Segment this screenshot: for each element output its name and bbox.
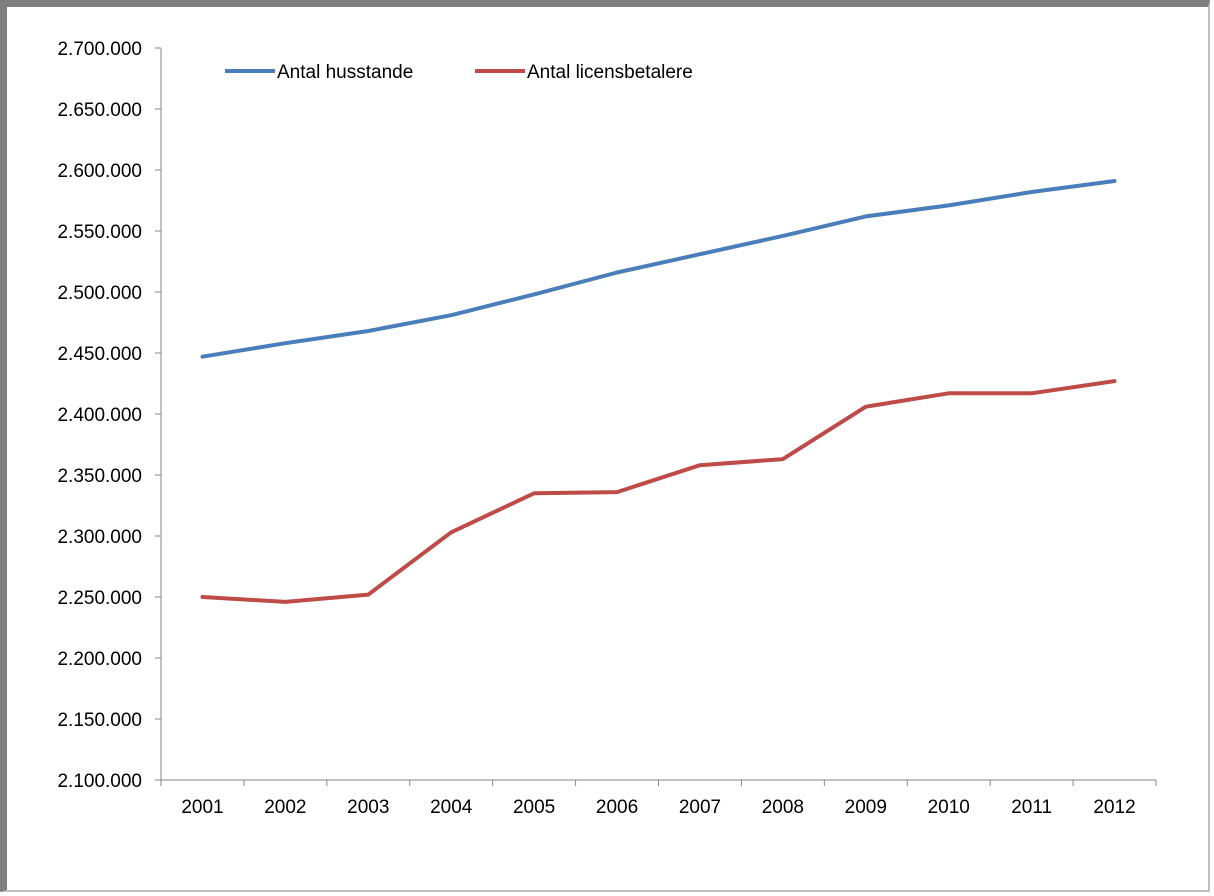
y-tick-label: 2.450.000 [57,344,142,365]
x-tick-label: 2011 [1011,797,1052,818]
series-line-0 [200,179,1117,359]
x-tick-label: 2007 [679,797,721,818]
x-tick-label: 2006 [596,797,638,818]
y-tick-label: 2.650.000 [57,100,142,121]
x-tick-label: 2004 [430,797,473,818]
axes [160,48,1156,781]
y-tick-label: 2.250.000 [57,588,142,609]
y-tick-label: 2.100.000 [57,771,142,792]
y-tick-label: 2.500.000 [57,283,142,304]
y-tick-label: 2.300.000 [57,527,142,548]
legend-label-0: Antal husstande [277,62,413,83]
x-tick-label: 2003 [347,797,389,818]
y-tick-label: 2.200.000 [57,649,142,670]
y-tick-label: 2.350.000 [57,466,142,487]
x-tick-label: 2009 [845,797,887,818]
y-tick-label: 2.550.000 [57,222,142,243]
x-tick-label: 2012 [1093,797,1135,818]
x-tick-label: 2005 [513,797,555,818]
x-tick-label: 2001 [181,797,223,818]
x-tick-label: 2008 [762,797,804,818]
series-lines [200,179,1117,604]
y-tick-label: 2.600.000 [57,161,142,182]
y-tick-label: 2.150.000 [57,710,142,731]
x-tick-label: 2010 [928,797,970,818]
series-line-1 [200,379,1117,604]
legend-label-1: Antal licensbetalere [527,62,693,83]
legend: Antal husstande Antal licensbetalere [225,62,693,83]
y-axis-ticks: 2.100.000 2.150.000 2.200.000 2.250.000 2.30… [57,39,161,792]
y-tick-label: 2.700.000 [57,39,142,60]
y-tick-label: 2.400.000 [57,405,142,426]
x-axis-ticks: 2001 2002 2003 2004 2005 2006 2007 2008 2009 2010… [160,780,1157,818]
x-tick-label: 2002 [264,797,306,818]
